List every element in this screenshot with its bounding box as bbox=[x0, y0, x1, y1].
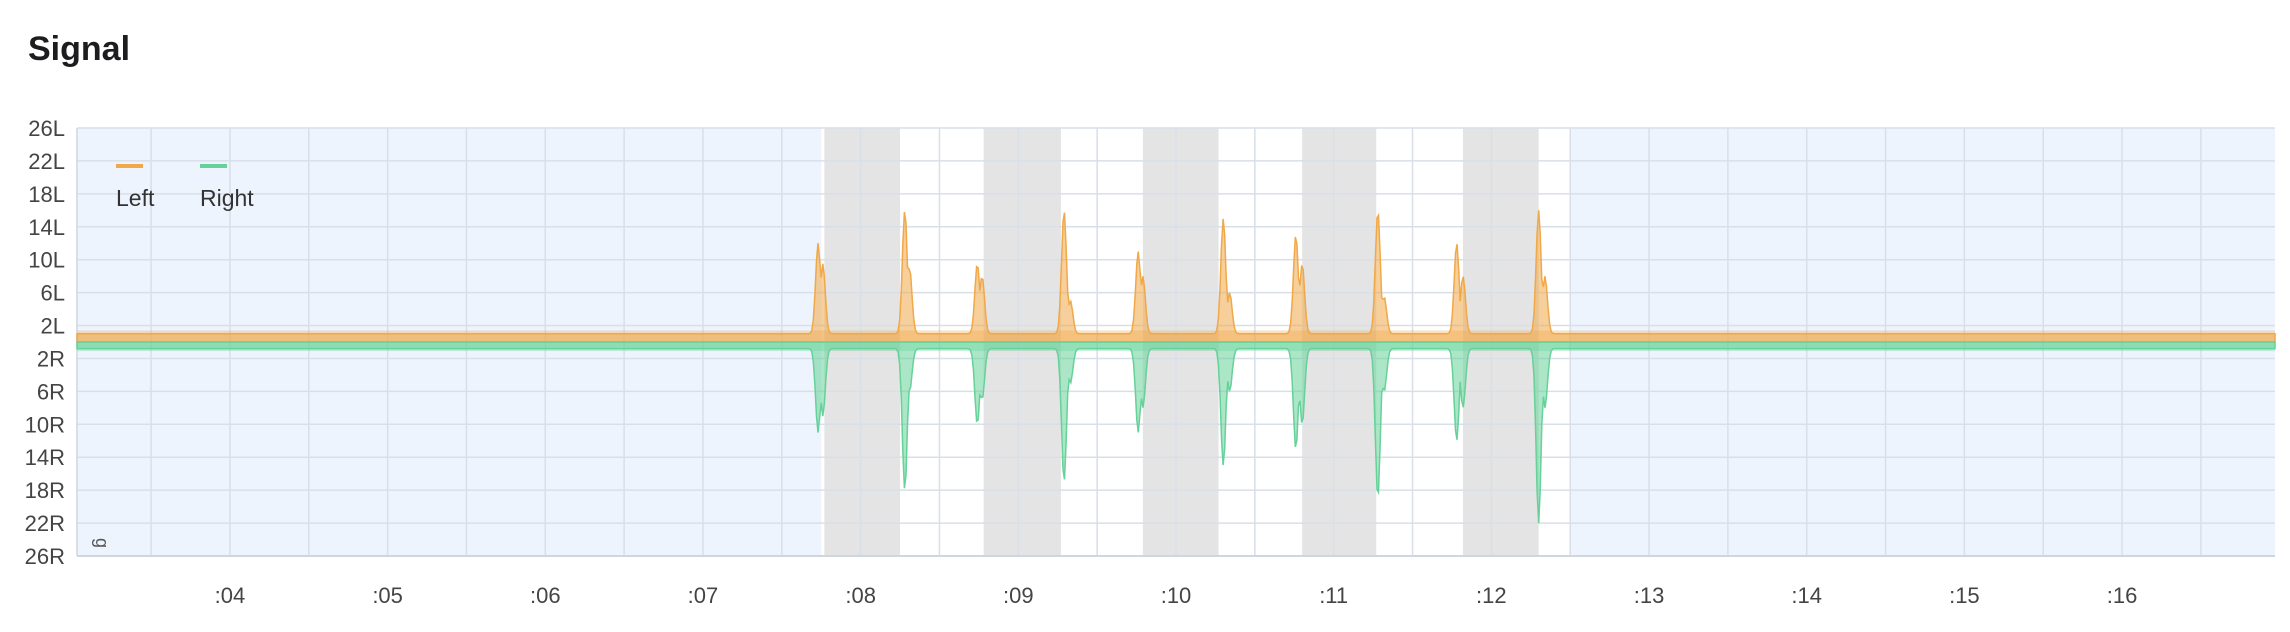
x-tick-label: :10 bbox=[1161, 583, 1192, 608]
x-tick-label: :11 bbox=[1319, 583, 1348, 608]
y-tick-label: 22R bbox=[25, 511, 65, 536]
legend-right-label: Right bbox=[200, 185, 254, 211]
left-series-area bbox=[76, 210, 2276, 343]
x-tick-label: :13 bbox=[1634, 583, 1665, 608]
x-tick-label: :08 bbox=[845, 583, 876, 608]
x-tick-label: :15 bbox=[1949, 583, 1980, 608]
y-axis-ticks: 26L 22L 18L 14L 10L 6L 2L 2R 6R 10R 14R 18R 22R 26R bbox=[25, 116, 65, 569]
x-tick-label: :06 bbox=[530, 583, 561, 608]
y-tick-label: 6L bbox=[41, 281, 65, 306]
x-tick-label: :16 bbox=[2107, 583, 2138, 608]
y-tick-label: 10R bbox=[25, 412, 65, 437]
y-tick-label: 6R bbox=[37, 379, 65, 404]
y-tick-label: 26R bbox=[25, 544, 65, 569]
y-tick-label: 26L bbox=[28, 116, 65, 141]
x-tick-label: :09 bbox=[1003, 583, 1034, 608]
y-tick-label: 18L bbox=[28, 182, 65, 207]
x-tick-label: :05 bbox=[372, 583, 403, 608]
y-tick-label: 14R bbox=[25, 445, 65, 470]
y-tick-label: 10L bbox=[28, 248, 65, 273]
y-tick-label: 22L bbox=[28, 149, 65, 174]
y-tick-label: 14L bbox=[28, 215, 65, 240]
y-tick-label: 18R bbox=[25, 478, 65, 503]
x-tick-label: :14 bbox=[1791, 583, 1822, 608]
x-tick-label: :12 bbox=[1476, 583, 1507, 608]
legend-left-label: Left bbox=[116, 185, 155, 211]
y-tick-label: 2R bbox=[37, 346, 65, 371]
page-title: Signal bbox=[28, 30, 131, 68]
x-tick-label: :04 bbox=[215, 583, 246, 608]
series-areas bbox=[76, 210, 2276, 524]
x-axis-ticks: :04 :05 :06 :07 :08 :09 :10 :11 :12 :13 :14 :15 :16 bbox=[215, 583, 2138, 608]
right-series-area bbox=[76, 341, 2276, 524]
unit-label: g bbox=[92, 538, 112, 548]
y-tick-label: 2L bbox=[41, 314, 65, 339]
x-tick-label: :07 bbox=[688, 583, 719, 608]
legend: Left Right bbox=[116, 164, 254, 211]
